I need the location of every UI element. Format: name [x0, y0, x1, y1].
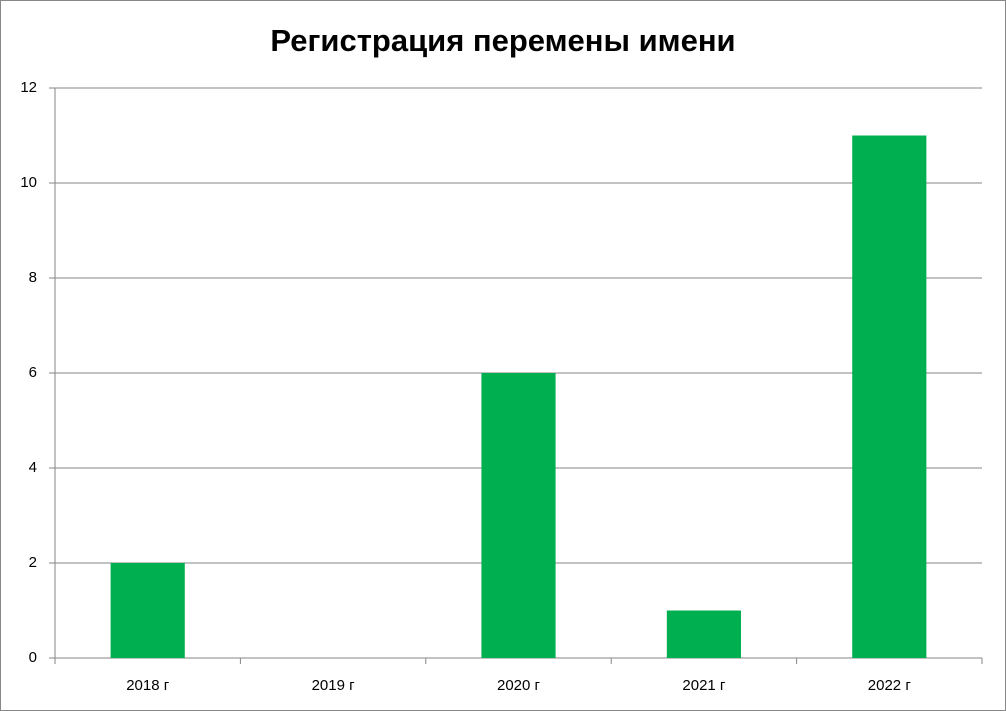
x-tick-label: 2021 г [682, 677, 726, 694]
y-tick-label: 8 [29, 269, 37, 286]
x-tick-label: 2022 г [868, 677, 912, 694]
y-tick-label: 4 [29, 459, 37, 476]
bar [852, 135, 927, 658]
chart-title: Регистрация перемены имени [270, 23, 735, 58]
bar [110, 563, 185, 658]
bar [666, 610, 741, 658]
y-tick-label: 10 [20, 174, 37, 191]
y-tick-label: 2 [29, 554, 37, 571]
y-tick-label: 12 [20, 79, 37, 96]
x-tick-label: 2019 г [312, 677, 356, 694]
y-tick-label: 6 [29, 364, 37, 381]
x-tick-label: 2018 г [126, 677, 170, 694]
bar [481, 373, 556, 658]
x-tick-label: 2020 г [497, 677, 541, 694]
y-tick-label: 0 [29, 649, 37, 666]
